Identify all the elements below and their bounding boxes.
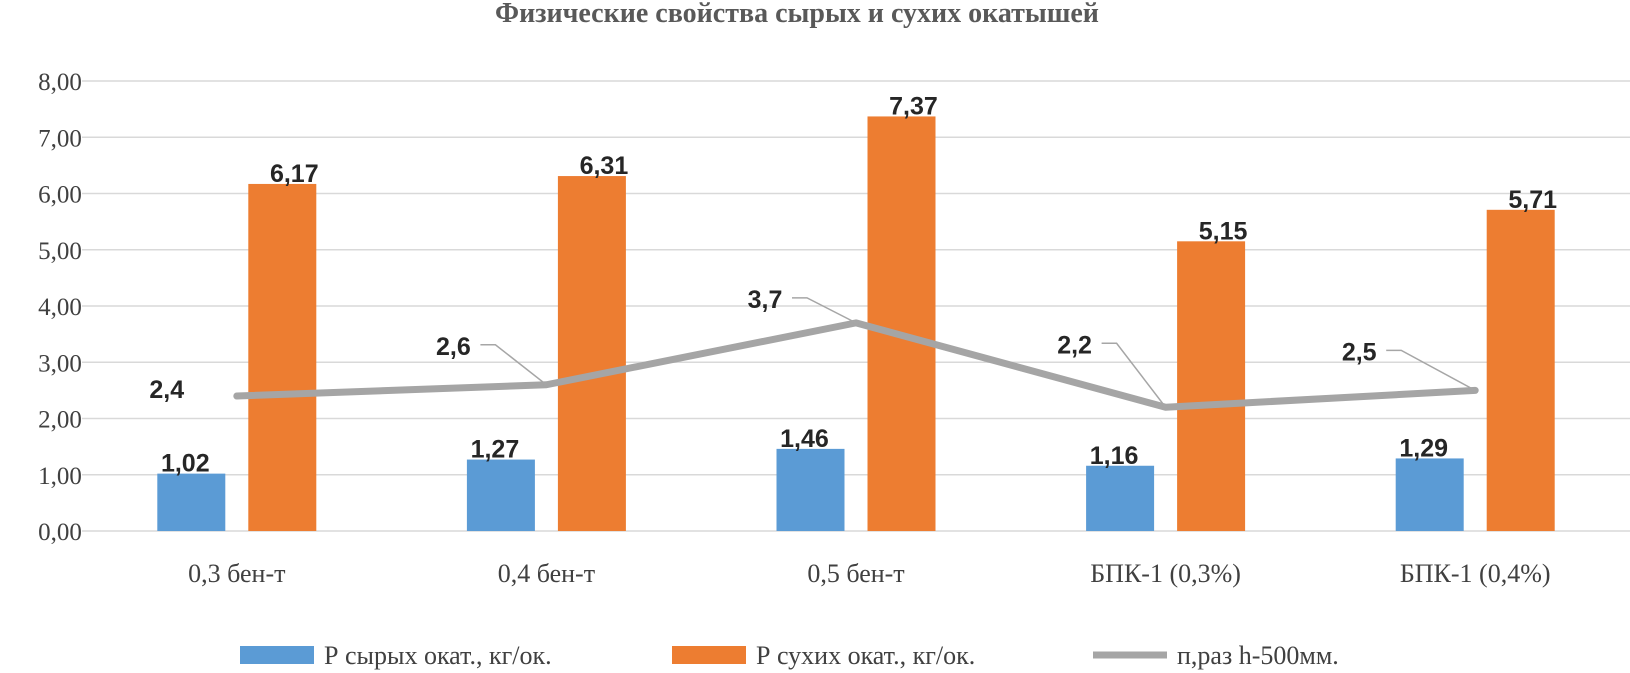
line-layer [233, 319, 1479, 411]
data-label: 5,71 [1508, 186, 1557, 214]
label-leader-line [480, 344, 547, 386]
data-label: 6,17 [270, 160, 319, 188]
y-axis: 0,00 1,00 2,00 3,00 4,00 5,00 6,00 7,00 8,00 [38, 69, 82, 546]
y-tick-label: 3,00 [38, 350, 82, 377]
y-tick-label: 1,00 [38, 463, 82, 490]
bar[interactable] [248, 183, 317, 531]
legend-item-drop-count[interactable]: п,раз h-500мм. [1093, 641, 1339, 670]
data-label: 1,27 [471, 436, 520, 464]
label-leader-line [792, 297, 857, 324]
data-label-layer: 1,02 1,27 1,46 1,16 1,29 6,17 6,31 7,37 5,15 5,71… [149, 92, 1557, 477]
data-label: 2,4 [149, 376, 184, 404]
label-leader-line [1101, 342, 1167, 408]
y-tick-label: 0,00 [38, 519, 82, 546]
data-label: 1,02 [161, 450, 210, 478]
legend-item-raw-pellets[interactable]: Р сырых окат., кг/ок. [240, 641, 552, 670]
bar[interactable] [1086, 465, 1155, 531]
data-label: 5,15 [1199, 217, 1248, 245]
data-label: 1,29 [1399, 434, 1448, 462]
x-tick-label: 0,4 бен-т [498, 559, 595, 588]
y-tick-label: 5,00 [38, 238, 82, 265]
legend-swatch-dry-pellets [672, 646, 746, 664]
data-label: 2,5 [1342, 338, 1377, 366]
bar[interactable] [466, 459, 535, 531]
line-point[interactable] [233, 393, 240, 399]
data-label: 1,46 [780, 425, 829, 453]
data-label: 1,16 [1090, 442, 1139, 470]
legend-item-dry-pellets[interactable]: Р сухих окат., кг/ок. [672, 641, 975, 670]
y-tick-label: 8,00 [38, 69, 82, 96]
data-label: 2,6 [436, 333, 471, 361]
y-tick-label: 2,00 [38, 407, 82, 434]
data-label: 2,2 [1057, 331, 1092, 359]
grid-layer [82, 80, 1630, 532]
bar[interactable] [1395, 458, 1464, 531]
data-label: 6,31 [580, 152, 629, 180]
x-tick-label: 0,5 бен-т [807, 559, 904, 588]
legend: Р сырых окат., кг/ок. Р сухих окат., кг/… [240, 641, 1339, 670]
legend-swatch-raw-pellets [240, 646, 314, 664]
legend-label-dry-pellets: Р сухих окат., кг/ок. [756, 641, 975, 670]
y-tick-label: 6,00 [38, 182, 82, 209]
bar[interactable] [157, 473, 226, 531]
chart-title: Физические свойства сырых и сухих окатыш… [495, 0, 1099, 29]
data-label: 7,37 [889, 92, 938, 120]
x-tick-label: БПК-1 (0,4%) [1400, 559, 1551, 588]
legend-label-raw-pellets: Р сырых окат., кг/ок. [324, 641, 552, 670]
bar-layer [157, 116, 1555, 531]
y-tick-label: 7,00 [38, 125, 82, 152]
x-tick-label: БПК-1 (0,3%) [1090, 559, 1241, 588]
x-tick-label: 0,3 бен-т [188, 559, 285, 588]
legend-label-drop-count: п,раз h-500мм. [1177, 641, 1339, 670]
bar[interactable] [557, 176, 626, 531]
label-leader-line [1386, 349, 1476, 392]
y-tick-label: 4,00 [38, 294, 82, 321]
series-line[interactable] [233, 319, 1479, 411]
data-label: 3,7 [748, 286, 783, 314]
x-axis: 0,3 бен-т 0,4 бен-т 0,5 бен-т БПК-1 (0,3%) Б… [188, 559, 1550, 588]
bar[interactable] [867, 116, 936, 531]
bar[interactable] [1177, 241, 1246, 531]
bar[interactable] [776, 448, 845, 531]
bar[interactable] [1486, 209, 1555, 531]
